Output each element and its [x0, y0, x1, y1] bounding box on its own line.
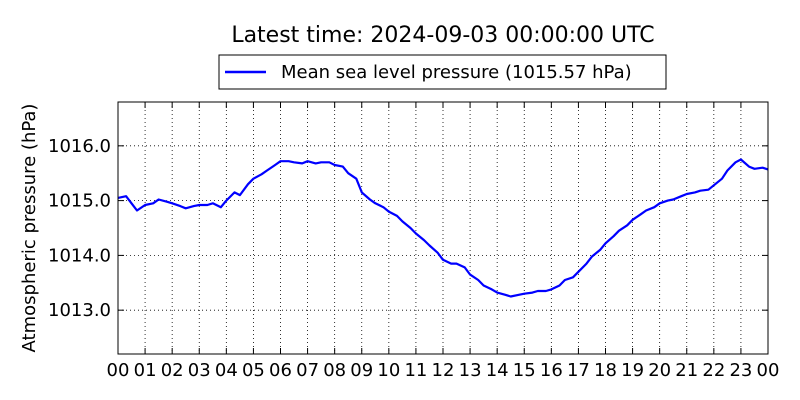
- x-tick-label: 03: [188, 360, 211, 381]
- y-tick-label: 1015.0: [48, 191, 111, 212]
- x-tick-label: 07: [296, 360, 319, 381]
- x-tick-label: 05: [242, 360, 265, 381]
- x-tick-label: 00: [757, 360, 780, 381]
- plot-frame: [117, 101, 769, 355]
- x-tick-label: 19: [621, 360, 644, 381]
- x-tick-label: 14: [486, 360, 509, 381]
- x-tick-label: 06: [269, 360, 292, 381]
- y-tick-label: 1013.0: [48, 300, 111, 321]
- x-tick-label: 08: [323, 360, 346, 381]
- x-tick-label: 13: [459, 360, 482, 381]
- x-tick-label: 21: [675, 360, 698, 381]
- x-tick-label: 04: [215, 360, 238, 381]
- grid: [118, 102, 768, 354]
- x-tick-label: 10: [377, 360, 400, 381]
- legend: Mean sea level pressure (1015.57 hPa): [218, 54, 667, 90]
- ticks: [117, 102, 769, 354]
- x-tick-label: 12: [432, 360, 455, 381]
- x-tick-label: 22: [702, 360, 725, 381]
- series-group: [117, 158, 769, 298]
- y-tick-label: 1014.0: [48, 245, 111, 266]
- x-tick-label: 23: [729, 360, 752, 381]
- y-axis-label: Atmospheric pressure (hPa): [19, 104, 40, 353]
- x-tick-label: 16: [540, 360, 563, 381]
- legend-label: Mean sea level pressure (1015.57 hPa): [281, 62, 632, 83]
- x-tick-label: 15: [513, 360, 536, 381]
- x-tick-label: 17: [567, 360, 590, 381]
- series-line: [117, 158, 769, 298]
- x-tick-label: 18: [594, 360, 617, 381]
- legend-box: [218, 54, 667, 90]
- x-tick-label: 09: [350, 360, 373, 381]
- y-tick-labels: 1013.0 1014.0 1015.0 1016.0: [48, 136, 111, 321]
- x-tick-label: 20: [648, 360, 671, 381]
- x-tick-label: 11: [404, 360, 427, 381]
- x-tick-label: 02: [161, 360, 184, 381]
- x-tick-labels: 00 01 02 03 04 05 06 07 08 09 10 11 12 13 14 15 16 17 18 19…: [107, 360, 780, 381]
- x-tick-label: 01: [134, 360, 157, 381]
- y-tick-label: 1016.0: [48, 136, 111, 157]
- x-tick-label: 00: [107, 360, 130, 381]
- chart-title: Latest time: 2024-09-03 00:00:00 UTC: [231, 23, 654, 48]
